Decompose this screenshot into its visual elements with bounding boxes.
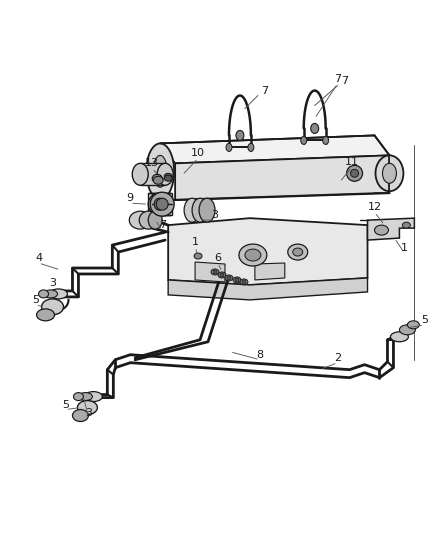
Ellipse shape	[226, 143, 232, 151]
Ellipse shape	[129, 211, 151, 229]
Text: 5: 5	[32, 295, 39, 305]
Polygon shape	[168, 278, 367, 300]
Ellipse shape	[37, 309, 54, 321]
Ellipse shape	[407, 321, 419, 329]
Ellipse shape	[245, 249, 261, 261]
Polygon shape	[168, 218, 367, 285]
Polygon shape	[255, 263, 285, 280]
Ellipse shape	[39, 290, 49, 298]
Ellipse shape	[139, 211, 157, 229]
Text: 11: 11	[345, 157, 359, 167]
Text: 5: 5	[62, 400, 69, 409]
Text: 2: 2	[334, 353, 341, 363]
Text: 8: 8	[256, 350, 263, 360]
Ellipse shape	[403, 222, 410, 228]
Ellipse shape	[236, 131, 244, 140]
Polygon shape	[175, 155, 389, 200]
Ellipse shape	[194, 253, 202, 259]
Text: 12: 12	[367, 202, 381, 212]
Ellipse shape	[199, 198, 215, 222]
Ellipse shape	[311, 124, 319, 133]
Ellipse shape	[152, 174, 162, 182]
Ellipse shape	[153, 155, 167, 187]
Text: 6: 6	[215, 253, 222, 263]
Ellipse shape	[184, 198, 200, 222]
Ellipse shape	[227, 276, 231, 280]
Ellipse shape	[218, 272, 226, 278]
Text: 1: 1	[401, 243, 408, 253]
Ellipse shape	[242, 280, 246, 284]
Ellipse shape	[74, 393, 83, 401]
Ellipse shape	[374, 225, 389, 235]
Ellipse shape	[164, 175, 172, 181]
Polygon shape	[148, 193, 170, 215]
Ellipse shape	[157, 163, 173, 185]
Ellipse shape	[211, 269, 219, 275]
Text: 1: 1	[191, 237, 198, 247]
Polygon shape	[152, 193, 172, 215]
Ellipse shape	[240, 279, 248, 285]
Text: 7: 7	[334, 74, 341, 84]
Ellipse shape	[148, 193, 170, 215]
Ellipse shape	[323, 136, 328, 144]
Text: 9: 9	[127, 193, 134, 203]
Ellipse shape	[150, 192, 174, 216]
Text: 3: 3	[85, 408, 92, 417]
Ellipse shape	[85, 392, 102, 401]
Ellipse shape	[390, 332, 408, 342]
Ellipse shape	[42, 299, 64, 315]
Ellipse shape	[399, 325, 415, 335]
Ellipse shape	[153, 176, 163, 184]
Ellipse shape	[192, 198, 208, 222]
Text: 7: 7	[261, 86, 268, 95]
Ellipse shape	[78, 393, 92, 401]
Text: 7: 7	[341, 76, 348, 86]
Ellipse shape	[346, 165, 363, 181]
Ellipse shape	[132, 163, 148, 185]
Ellipse shape	[239, 244, 267, 266]
Text: 10: 10	[191, 148, 205, 158]
Ellipse shape	[375, 155, 403, 191]
Ellipse shape	[72, 409, 88, 422]
Ellipse shape	[49, 289, 67, 299]
Ellipse shape	[248, 143, 254, 151]
Text: 3: 3	[212, 210, 219, 220]
Polygon shape	[195, 262, 225, 282]
Text: 5: 5	[421, 315, 428, 325]
Ellipse shape	[154, 198, 164, 210]
Ellipse shape	[288, 244, 308, 260]
Ellipse shape	[156, 198, 168, 210]
Ellipse shape	[148, 211, 162, 229]
Ellipse shape	[235, 278, 239, 282]
Ellipse shape	[43, 290, 57, 298]
Ellipse shape	[213, 270, 217, 274]
Polygon shape	[160, 135, 389, 163]
Ellipse shape	[301, 136, 307, 144]
Ellipse shape	[146, 143, 174, 199]
Ellipse shape	[350, 169, 359, 177]
Ellipse shape	[220, 273, 224, 277]
Ellipse shape	[164, 173, 172, 179]
Ellipse shape	[225, 275, 233, 281]
Ellipse shape	[233, 277, 241, 283]
Ellipse shape	[78, 401, 97, 415]
Bar	[140, 163, 165, 185]
Polygon shape	[367, 218, 414, 240]
Text: 3: 3	[49, 278, 56, 288]
Text: 7: 7	[159, 220, 166, 230]
Ellipse shape	[382, 163, 396, 183]
Text: 4: 4	[35, 253, 42, 263]
Text: 13: 13	[145, 158, 159, 168]
Ellipse shape	[293, 248, 303, 256]
